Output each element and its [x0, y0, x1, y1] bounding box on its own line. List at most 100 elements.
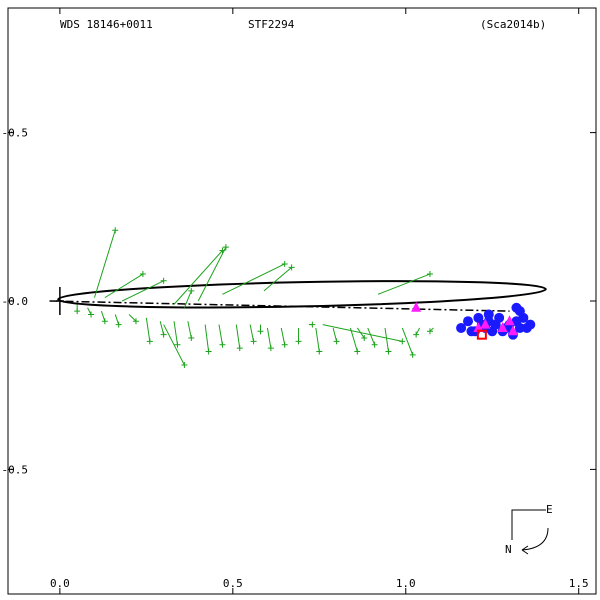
speckle-point	[525, 319, 536, 330]
residual-line	[218, 324, 223, 345]
residual-line	[128, 314, 137, 322]
residual-line	[377, 273, 431, 295]
measure-point	[101, 318, 108, 325]
measure-point	[88, 311, 95, 318]
measure-point	[399, 338, 406, 345]
measure-point	[385, 348, 392, 355]
residual-line	[429, 327, 434, 332]
measure-point	[333, 338, 340, 345]
points-layer	[411, 301, 536, 340]
measure-point	[236, 345, 243, 352]
measure-point	[205, 348, 212, 355]
measure-point	[160, 277, 167, 284]
measure-point	[309, 321, 316, 328]
compass-rotation-arrow	[521, 527, 549, 551]
compass: E N	[505, 503, 553, 556]
line-of-nodes	[49, 300, 510, 312]
residual-line	[367, 327, 376, 345]
measure-point	[426, 328, 433, 335]
residual-line	[315, 327, 320, 352]
measure-point	[281, 260, 288, 267]
measure-point	[181, 361, 188, 368]
compass-frame	[511, 509, 546, 540]
residual-line	[104, 273, 144, 299]
measure-point	[267, 345, 274, 352]
residual-line	[197, 246, 227, 302]
residual-line	[100, 310, 106, 322]
measure-point	[361, 335, 368, 342]
interferometric-point	[497, 321, 508, 332]
measure-point	[132, 318, 139, 325]
x-tick-label: 0.5	[223, 577, 243, 590]
measure-point	[160, 331, 167, 338]
residual-line	[173, 250, 223, 305]
measure-point	[281, 341, 288, 348]
speckle-point	[456, 322, 467, 333]
measure-point	[146, 338, 153, 345]
discoverer-code: STF2294	[248, 18, 295, 31]
residual-line	[187, 321, 192, 339]
interferometric-point	[507, 325, 518, 336]
residual-line	[121, 280, 164, 302]
measure-point	[219, 341, 226, 348]
residual-line	[159, 321, 165, 335]
residual-line	[93, 230, 116, 298]
measure-point	[409, 351, 416, 358]
compass-north-label: N	[505, 543, 512, 556]
wds-identifier: WDS 18146+0011	[60, 18, 153, 31]
measure-point	[250, 338, 257, 345]
measure-point	[112, 227, 119, 234]
measures-layer	[74, 227, 434, 368]
compass-arrowhead	[521, 545, 529, 555]
speckle-point	[494, 312, 505, 323]
measure-point	[426, 271, 433, 278]
residual-line	[384, 327, 389, 352]
speckle-point	[466, 326, 477, 337]
residual-line	[235, 324, 241, 349]
measure-point	[288, 264, 295, 271]
residual-line	[401, 327, 414, 356]
measure-point	[115, 321, 122, 328]
measure-point	[188, 335, 195, 342]
speckle-point	[511, 302, 522, 313]
residual-line	[145, 317, 151, 342]
residual-line	[114, 314, 120, 325]
x-tick-label: 1.0	[396, 577, 416, 590]
residual-line	[322, 324, 403, 342]
speckle-point	[463, 316, 474, 327]
interferometric-point	[504, 315, 515, 326]
interferometric-point	[411, 301, 422, 312]
speckle-point	[483, 309, 494, 320]
residual-line	[332, 327, 338, 342]
measure-point	[413, 331, 420, 338]
orbit-layer	[49, 280, 547, 315]
residual-line	[222, 263, 285, 295]
measure-point	[188, 287, 195, 294]
plot-frame	[7, 7, 597, 595]
measure-point	[354, 348, 361, 355]
measure-point	[257, 328, 264, 335]
measure-point	[139, 271, 146, 278]
y-tick-label: -0.0	[2, 295, 29, 308]
x-tick-label: 0.0	[50, 577, 70, 590]
x-tick-label: 1.5	[569, 577, 589, 590]
measure-point	[295, 338, 302, 345]
speckle-point	[514, 322, 525, 333]
y-tick-label: -0.5	[2, 463, 29, 476]
residual-line	[249, 324, 255, 342]
axis-ticks: 0.0 0.5 1.0 1.5 -0.5 -0.0 -0.5	[2, 8, 596, 594]
residual-line	[280, 327, 286, 345]
compass-east-label: E	[546, 503, 553, 516]
residual-line	[349, 327, 358, 352]
speckle-point	[473, 312, 484, 323]
measure-point	[174, 341, 181, 348]
measure-point	[316, 348, 323, 355]
residual-line	[87, 307, 92, 315]
residual-line	[204, 324, 210, 352]
reference-code: (Sca2014b)	[480, 18, 546, 31]
y-tick-label: -0.5	[2, 127, 29, 140]
special-point	[476, 329, 487, 340]
measure-point	[74, 308, 81, 315]
measure-point	[222, 244, 229, 251]
